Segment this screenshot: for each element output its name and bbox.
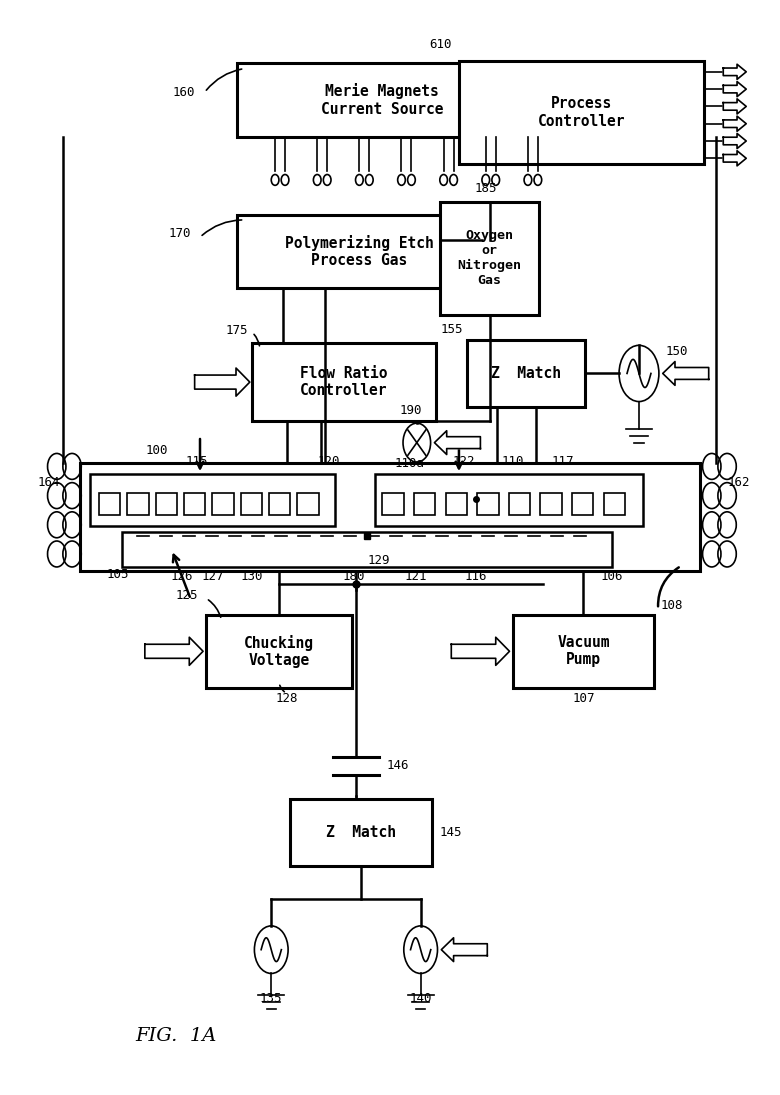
Text: 129: 129 xyxy=(367,554,389,567)
Polygon shape xyxy=(723,151,746,165)
Text: 180: 180 xyxy=(342,570,365,584)
Text: 126: 126 xyxy=(170,570,193,584)
Bar xyxy=(184,494,205,515)
Text: 128: 128 xyxy=(275,692,298,705)
Text: FIG.  1A: FIG. 1A xyxy=(135,1027,216,1045)
Text: 117: 117 xyxy=(552,454,574,468)
Bar xyxy=(252,343,436,420)
Polygon shape xyxy=(723,116,746,131)
Bar xyxy=(80,463,700,572)
Text: Z  Match: Z Match xyxy=(326,826,396,841)
Bar xyxy=(212,494,234,515)
Bar xyxy=(374,474,643,526)
Text: 107: 107 xyxy=(573,692,594,705)
Text: 150: 150 xyxy=(666,345,688,358)
Text: 127: 127 xyxy=(202,570,225,584)
Bar xyxy=(414,494,435,515)
Text: 162: 162 xyxy=(727,476,750,489)
Bar xyxy=(541,494,562,515)
Text: 160: 160 xyxy=(172,85,195,99)
Polygon shape xyxy=(195,368,250,396)
Polygon shape xyxy=(663,361,709,385)
Bar xyxy=(477,494,498,515)
Text: Merie Magnets
Current Source: Merie Magnets Current Source xyxy=(321,83,444,117)
Text: 105: 105 xyxy=(107,568,129,581)
Bar xyxy=(240,494,262,515)
Bar xyxy=(290,799,432,866)
Text: 110: 110 xyxy=(502,454,524,468)
Polygon shape xyxy=(723,81,746,96)
Bar xyxy=(155,494,177,515)
Text: Polymerizing Etch
Process Gas: Polymerizing Etch Process Gas xyxy=(285,234,434,268)
Polygon shape xyxy=(723,99,746,114)
Bar xyxy=(237,64,528,137)
Text: 122: 122 xyxy=(452,454,475,468)
Text: 164: 164 xyxy=(38,476,60,489)
Text: 610: 610 xyxy=(429,38,452,51)
Text: 175: 175 xyxy=(225,324,248,336)
Text: 121: 121 xyxy=(404,570,427,584)
Bar xyxy=(122,532,612,567)
Text: 185: 185 xyxy=(474,182,497,195)
Text: 116: 116 xyxy=(465,570,487,584)
Text: 110a: 110a xyxy=(394,457,424,470)
Bar xyxy=(512,614,654,688)
Text: Oxygen
or
Nitrogen
Gas: Oxygen or Nitrogen Gas xyxy=(458,229,522,287)
Polygon shape xyxy=(723,65,746,79)
Bar xyxy=(90,474,335,526)
Bar xyxy=(269,494,290,515)
Text: 120: 120 xyxy=(317,454,340,468)
Text: Chucking
Voltage: Chucking Voltage xyxy=(244,635,314,668)
Bar xyxy=(445,494,467,515)
Polygon shape xyxy=(723,134,746,149)
Text: 135: 135 xyxy=(260,992,282,1005)
Text: 145: 145 xyxy=(440,827,463,840)
Bar xyxy=(297,494,319,515)
Text: Vacuum
Pump: Vacuum Pump xyxy=(557,635,610,668)
Text: 170: 170 xyxy=(168,228,191,241)
Bar xyxy=(206,614,352,688)
Bar xyxy=(99,494,120,515)
Text: 155: 155 xyxy=(440,323,463,335)
Text: 146: 146 xyxy=(386,760,409,772)
Bar xyxy=(604,494,625,515)
Text: Z  Match: Z Match xyxy=(491,366,561,381)
Text: 130: 130 xyxy=(240,570,263,584)
Bar xyxy=(237,215,482,288)
Text: 115: 115 xyxy=(186,454,208,468)
Polygon shape xyxy=(145,637,203,666)
Text: 106: 106 xyxy=(601,570,623,584)
Bar xyxy=(466,339,585,407)
Text: 108: 108 xyxy=(661,599,683,612)
Text: 125: 125 xyxy=(176,589,198,601)
Text: 140: 140 xyxy=(410,992,432,1005)
Bar xyxy=(440,201,540,315)
Polygon shape xyxy=(452,637,509,666)
Bar xyxy=(127,494,149,515)
Bar xyxy=(572,494,594,515)
Bar xyxy=(459,61,704,164)
Polygon shape xyxy=(441,937,488,961)
Polygon shape xyxy=(434,430,480,454)
Text: 190: 190 xyxy=(399,404,422,417)
Text: Flow Ratio
Controller: Flow Ratio Controller xyxy=(300,366,388,399)
Bar xyxy=(382,494,404,515)
Text: 100: 100 xyxy=(145,443,168,457)
Text: Process
Controller: Process Controller xyxy=(537,96,626,128)
Bar xyxy=(509,494,530,515)
